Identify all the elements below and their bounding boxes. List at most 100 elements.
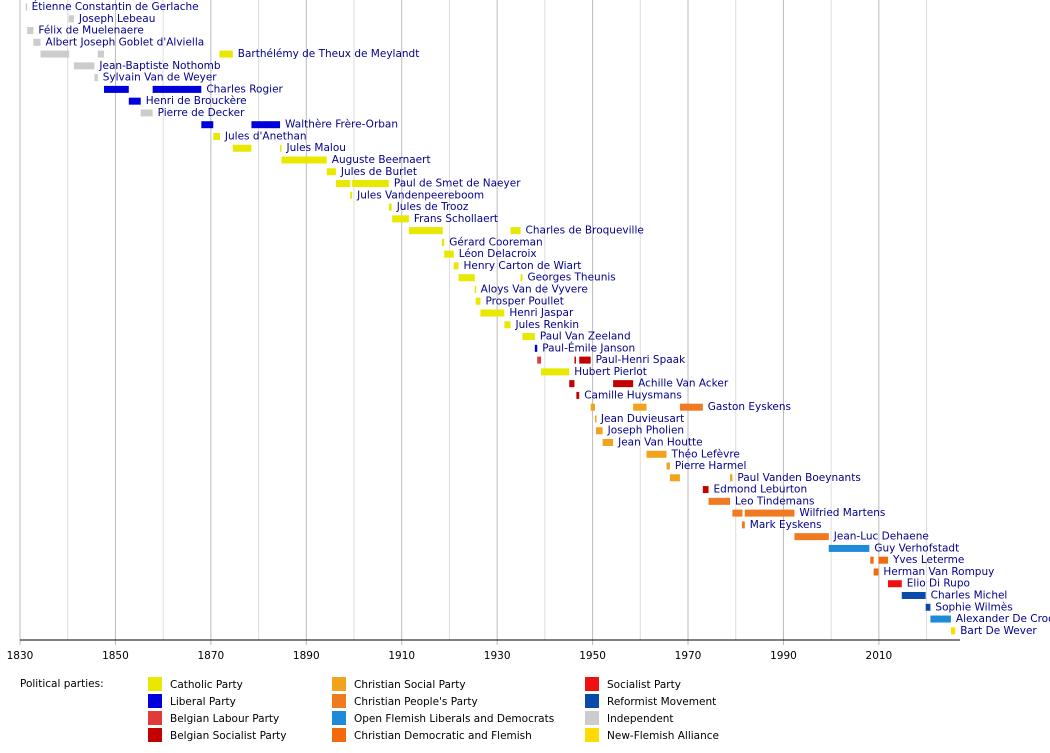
term-bar — [352, 180, 389, 188]
legend-swatch — [332, 677, 346, 691]
pm-label: Henri Jaspar — [509, 307, 574, 319]
term-bar — [441, 238, 445, 246]
legend-label: Open Flemish Liberals and Democrats — [354, 713, 554, 725]
term-bar — [474, 285, 477, 293]
x-tick-label: 2010 — [866, 650, 893, 662]
pm-label: Pierre Harmel — [675, 460, 747, 472]
pm-label: Elio Di Rupo — [907, 578, 970, 590]
legend-title: Political parties: — [20, 678, 104, 690]
term-bar — [504, 321, 511, 329]
term-bar — [878, 556, 888, 564]
pm-label: Herman Van Rompuy — [883, 566, 994, 578]
term-bar — [408, 227, 443, 235]
pm-label: Jules de Burlet — [340, 166, 417, 178]
term-bar — [392, 215, 409, 223]
term-bar — [73, 62, 95, 70]
legend-swatch — [585, 728, 599, 742]
term-bar — [950, 627, 956, 635]
pm-label: Jules d'Anethan — [224, 130, 307, 142]
legend-swatch — [148, 728, 162, 742]
legend-swatch — [332, 694, 346, 708]
term-bar — [887, 580, 902, 588]
term-bar — [232, 144, 252, 152]
x-tick-label: 1890 — [293, 650, 320, 662]
pm-label: Charles Michel — [931, 590, 1008, 602]
pm-label: Henry Carton de Wiart — [464, 260, 582, 272]
pm-label: Jean-Luc Dehaene — [833, 531, 929, 543]
legend-label: Christian People's Party — [354, 696, 478, 708]
legend-swatch — [332, 711, 346, 725]
term-bar — [702, 486, 709, 494]
pm-label: Sylvain Van de Weyer — [103, 72, 218, 84]
term-bar — [576, 391, 580, 399]
term-bar — [646, 450, 667, 458]
legend-swatch — [148, 694, 162, 708]
term-bar — [520, 274, 523, 282]
pm-label: Hubert Pierlot — [574, 366, 647, 378]
pm-label: Walthère Frère-Orban — [285, 119, 398, 131]
term-bar — [475, 297, 481, 305]
term-bar — [870, 556, 874, 564]
term-bar — [201, 121, 214, 129]
term-bar — [569, 380, 575, 388]
term-bar — [480, 309, 505, 317]
pm-label: Joseph Pholien — [607, 425, 684, 437]
legend-label: Catholic Party — [170, 679, 243, 691]
pm-label: Wilfried Martens — [799, 507, 885, 519]
pm-label: Bart De Wever — [960, 625, 1037, 637]
pm-label: Alexander De Croo — [956, 613, 1050, 625]
term-bar — [27, 27, 34, 35]
pm-label: Jules Malou — [285, 142, 345, 154]
x-tick-label: 1990 — [770, 650, 797, 662]
term-bar — [326, 168, 336, 176]
term-bar — [901, 592, 926, 599]
legend-label: New-Flemish Alliance — [607, 730, 719, 742]
pm-label: Jean-Baptiste Nothomb — [98, 60, 220, 72]
term-bar — [930, 615, 951, 623]
x-tick-label: 1910 — [388, 650, 415, 662]
term-bar — [828, 544, 870, 552]
legend-label: Socialist Party — [607, 679, 681, 691]
term-bar — [590, 403, 595, 411]
pm-label: Camille Huysmans — [584, 389, 682, 401]
pm-label: Félix de Muelenaere — [38, 25, 143, 37]
pm-label: Paul Van Zeeland — [540, 331, 631, 343]
term-bar — [103, 85, 129, 93]
pm-label: Henri de Brouckère — [146, 95, 247, 107]
term-bar — [97, 50, 104, 58]
term-bar — [744, 509, 795, 517]
pm-label: Jules Vandenpeereboom — [356, 189, 484, 201]
legend-swatch — [148, 711, 162, 725]
term-bar — [925, 603, 931, 611]
term-bar — [444, 250, 454, 258]
x-tick-label: 1950 — [579, 650, 606, 662]
term-bar — [537, 356, 542, 364]
pm-label: Jean Van Houtte — [617, 436, 702, 448]
term-bar — [280, 144, 282, 152]
pm-label: Sophie Wilmès — [935, 601, 1012, 613]
term-bar — [68, 15, 74, 23]
term-bar — [152, 85, 202, 93]
pm-label: Albert Joseph Goblet d'Alviella — [46, 36, 205, 48]
term-bar — [574, 356, 576, 364]
term-bar — [741, 521, 745, 529]
x-tick-label: 1830 — [7, 650, 34, 662]
term-bar — [633, 403, 647, 411]
x-tick-label: 1870 — [197, 650, 224, 662]
legend-label: Reformist Movement — [607, 696, 716, 708]
term-bar — [213, 132, 220, 140]
term-bar — [140, 109, 153, 117]
legend-swatch — [332, 728, 346, 742]
term-bar — [666, 462, 670, 470]
pm-label: Jules de Trooz — [396, 201, 469, 213]
pm-label: Paul-Henri Spaak — [596, 354, 686, 366]
legend-swatch — [585, 694, 599, 708]
pm-label: Mark Eyskens — [750, 519, 822, 531]
term-bar — [458, 274, 475, 282]
term-bar — [579, 356, 591, 364]
legend-swatch — [585, 677, 599, 691]
pm-label: Paul Vanden Boeynants — [737, 472, 860, 484]
legend-swatch — [148, 677, 162, 691]
